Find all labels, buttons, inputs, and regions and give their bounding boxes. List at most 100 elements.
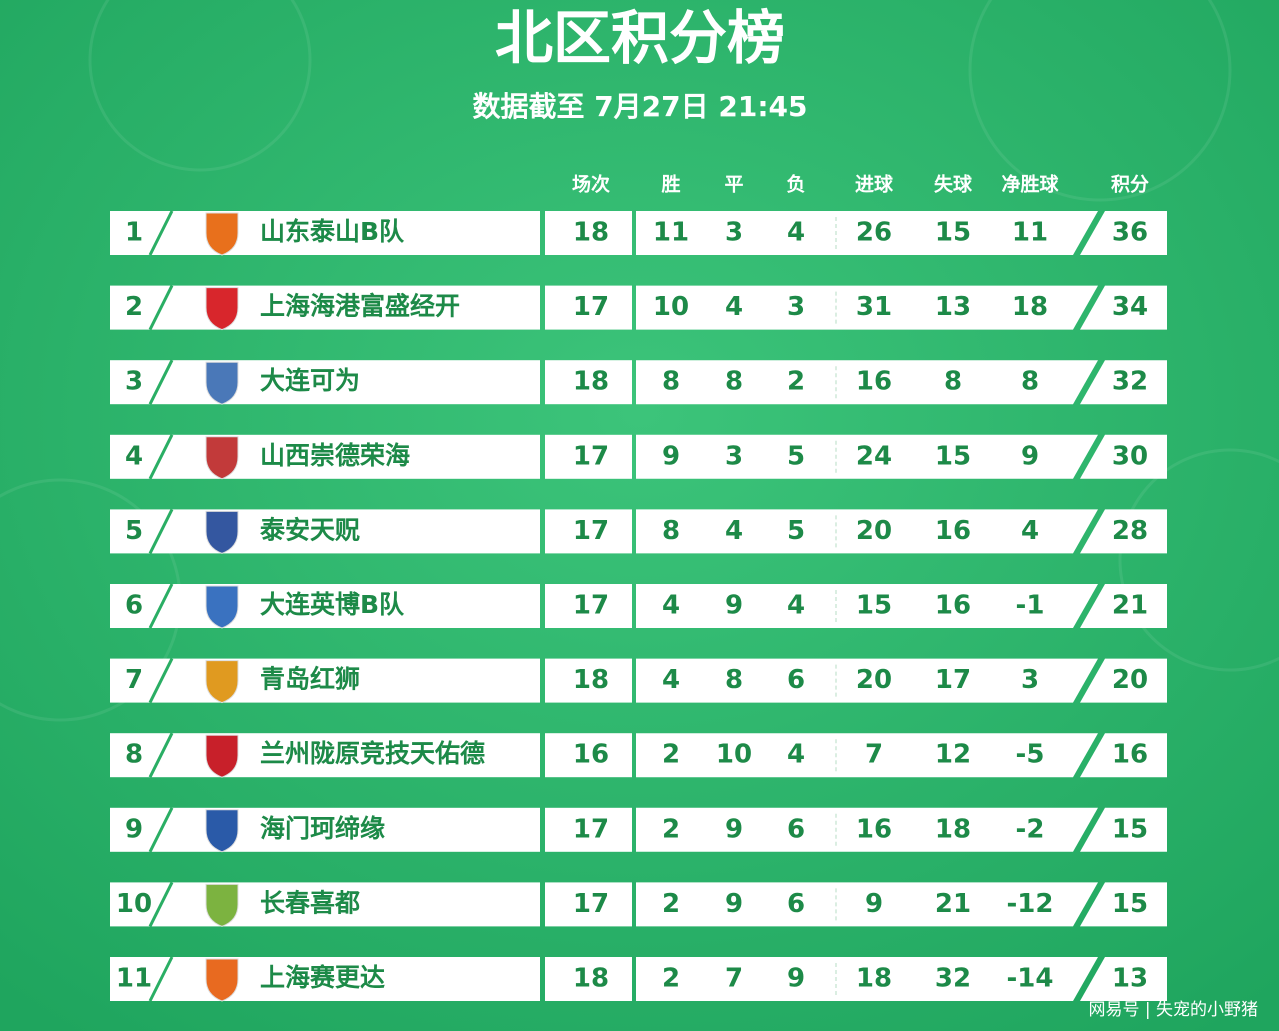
- row-strip: [1080, 658, 1167, 703]
- column-header: 进球: [855, 173, 894, 196]
- stat-cell: 17: [573, 814, 609, 844]
- row-strip: [545, 658, 632, 703]
- stat-cell: 28: [1112, 516, 1148, 546]
- stat-cell: 16: [1112, 740, 1148, 770]
- stat-cell: 18: [573, 218, 609, 248]
- row-strip: [636, 658, 1098, 703]
- stat-cell: 16: [935, 591, 971, 621]
- team-name: 青岛红狮: [260, 665, 360, 694]
- stat-cell: 9: [662, 441, 680, 471]
- stat-cell: 8: [662, 367, 680, 397]
- table-row: 3 大连可为 18 8 8 2 16 8 8 32: [110, 359, 1167, 405]
- divider: [148, 434, 174, 480]
- watermark: 网易号 | 失宠的小野猪: [1088, 1000, 1258, 1020]
- stat-cell: 26: [856, 218, 892, 248]
- row-strip: [1080, 957, 1167, 1001]
- row-strip: [545, 882, 632, 927]
- stat-cell: 4: [662, 665, 680, 695]
- row-strip: [636, 882, 1098, 927]
- team-name: 泰安天贶: [260, 515, 360, 544]
- divider: [148, 732, 174, 778]
- column-header: 场次: [572, 173, 610, 196]
- row-strip: [110, 584, 540, 628]
- rank: 9: [125, 814, 143, 844]
- stat-cell: 21: [935, 889, 971, 919]
- rank: 4: [125, 441, 143, 471]
- team-logo: [205, 660, 239, 704]
- row-strip: [545, 733, 632, 778]
- stat-cell: 9: [725, 814, 743, 844]
- divider: [148, 956, 174, 1002]
- stat-cell: 6: [787, 814, 805, 844]
- column-header: 失球: [934, 173, 973, 196]
- row-strip: [1080, 584, 1167, 628]
- row-strip: [110, 360, 540, 405]
- stat-cell: -5: [1016, 740, 1045, 770]
- team-name: 海门珂缔缘: [260, 814, 385, 843]
- row-strip: [1080, 807, 1167, 852]
- rank: 10: [116, 889, 152, 919]
- divider: [148, 284, 174, 331]
- team-name: 大连可为: [260, 366, 360, 395]
- rank: 1: [125, 218, 143, 248]
- row-strip: [636, 733, 1098, 778]
- stat-cell: -14: [1007, 964, 1054, 994]
- row-strip: [545, 807, 632, 852]
- stat-cell: 9: [725, 591, 743, 621]
- stat-cell: 16: [935, 516, 971, 546]
- row-strip: [110, 882, 540, 927]
- rank: 7: [125, 665, 143, 695]
- team-name: 上海海港富盛经开: [260, 292, 460, 321]
- column-header: 积分: [1111, 174, 1149, 196]
- table-row: 5 泰安天贶 17 8 4 5 20 16 4 28: [110, 508, 1167, 555]
- stat-cell: -12: [1007, 889, 1054, 919]
- stat-cell: 36: [1112, 218, 1148, 248]
- row-strip: [545, 211, 632, 255]
- stat-cell: 8: [725, 665, 743, 695]
- team-logo: [205, 436, 239, 480]
- row-strip: [545, 957, 632, 1001]
- stat-cell: 2: [662, 964, 680, 994]
- table-row: 6 大连英博B队 17 4 9 4 15 16 -1 21: [110, 583, 1167, 629]
- stat-cell: 15: [1112, 889, 1148, 919]
- team-logo: [205, 361, 239, 405]
- team-logo: [205, 734, 239, 778]
- divider: [148, 508, 174, 555]
- divider: [148, 807, 174, 853]
- stat-cell: 18: [1012, 292, 1048, 322]
- column-header: 平: [724, 174, 743, 196]
- stat-cell: 2: [662, 814, 680, 844]
- stat-cell: 13: [935, 292, 971, 322]
- row-strip: [545, 285, 632, 330]
- stat-cell: 18: [573, 665, 609, 695]
- stat-cell: 18: [573, 964, 609, 994]
- rank: 11: [116, 964, 152, 994]
- row-strip: [636, 211, 1098, 255]
- stat-cell: 7: [865, 740, 883, 770]
- column-header: 负: [786, 173, 805, 196]
- column-header: 净胜球: [1001, 173, 1059, 196]
- stat-cell: 18: [856, 964, 892, 994]
- row-strip: [636, 434, 1098, 479]
- row-strip: [110, 658, 540, 703]
- row-strip: [545, 584, 632, 628]
- stat-cell: 16: [573, 740, 609, 770]
- stat-cell: 4: [787, 218, 805, 248]
- stat-cell: 5: [787, 441, 805, 471]
- team-logo: [205, 809, 239, 853]
- stat-cell: 20: [1112, 665, 1148, 695]
- stat-cell: 3: [787, 292, 805, 322]
- row-strip: [1080, 211, 1167, 255]
- stat-cell: 15: [935, 218, 971, 248]
- row-strip: [110, 733, 540, 778]
- team-name: 山东泰山B队: [260, 217, 405, 246]
- stat-cell: 17: [573, 591, 609, 621]
- stat-cell: 32: [1112, 367, 1148, 397]
- stat-cell: 16: [856, 814, 892, 844]
- stat-cell: 30: [1112, 441, 1148, 471]
- divider: [148, 583, 174, 629]
- rank: 5: [125, 516, 143, 546]
- row-strip: [636, 509, 1098, 554]
- stat-cell: 21: [1112, 591, 1148, 621]
- table-row: 8 兰州陇原竞技天佑德 16 2 10 4 7 12 -5 16: [110, 732, 1167, 778]
